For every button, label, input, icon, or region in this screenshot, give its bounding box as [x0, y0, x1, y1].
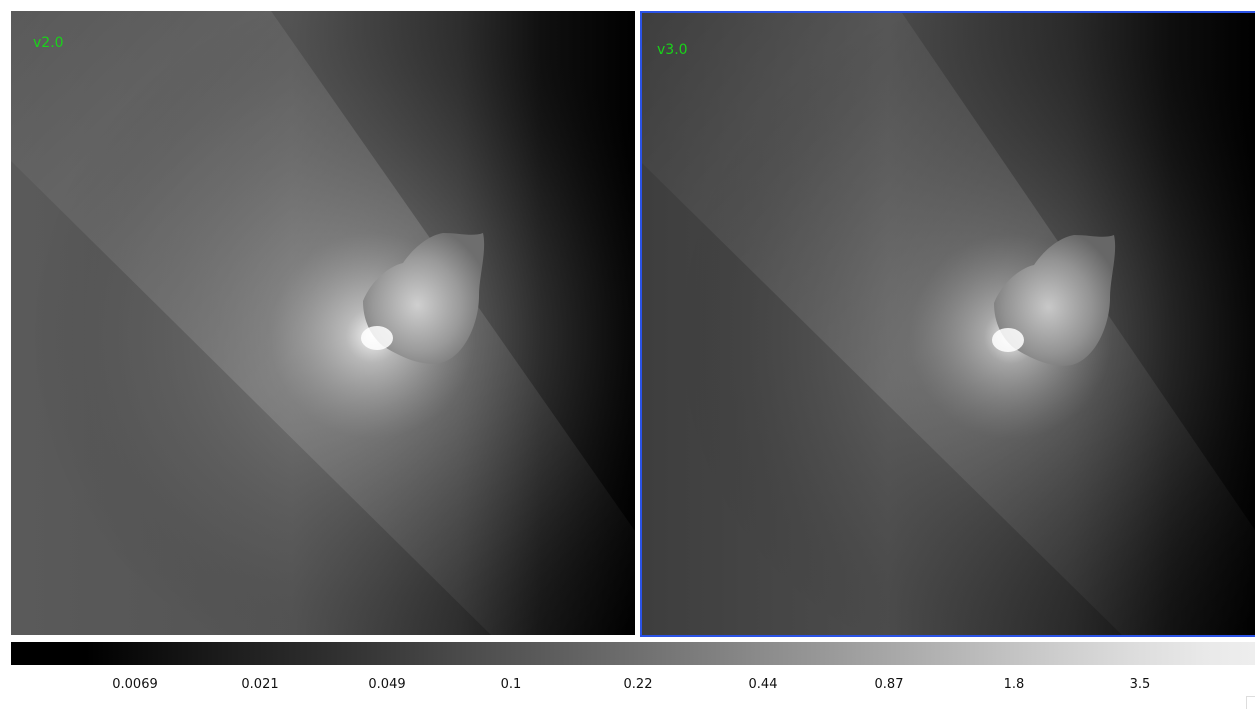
viewer-label: v2.0 [33, 35, 64, 51]
image-viewer-v3[interactable]: v3.0 [640, 11, 1255, 637]
colorbar-tick: 0.22 [623, 677, 653, 692]
viewer-label: v3.0 [657, 42, 688, 58]
colorbar-gradient [11, 642, 1255, 665]
colorbar-tick: 0.049 [368, 677, 406, 692]
resize-grip[interactable] [1246, 696, 1255, 709]
comet-image-right [642, 13, 1255, 635]
colorbar-tick: 0.1 [500, 677, 522, 692]
colorbar-tick: 0.44 [748, 677, 778, 692]
colorbar-tick: 0.021 [241, 677, 279, 692]
colorbar-tick: 3.5 [1129, 677, 1151, 692]
image-viewer-v2[interactable]: v2.0 [11, 11, 635, 635]
colorbar-tick: 0.0069 [112, 677, 158, 692]
comet-image-left [11, 11, 635, 635]
colorbar[interactable] [11, 642, 1255, 665]
colorbar-tick: 1.8 [1003, 677, 1025, 692]
colorbar-tick: 0.87 [874, 677, 904, 692]
